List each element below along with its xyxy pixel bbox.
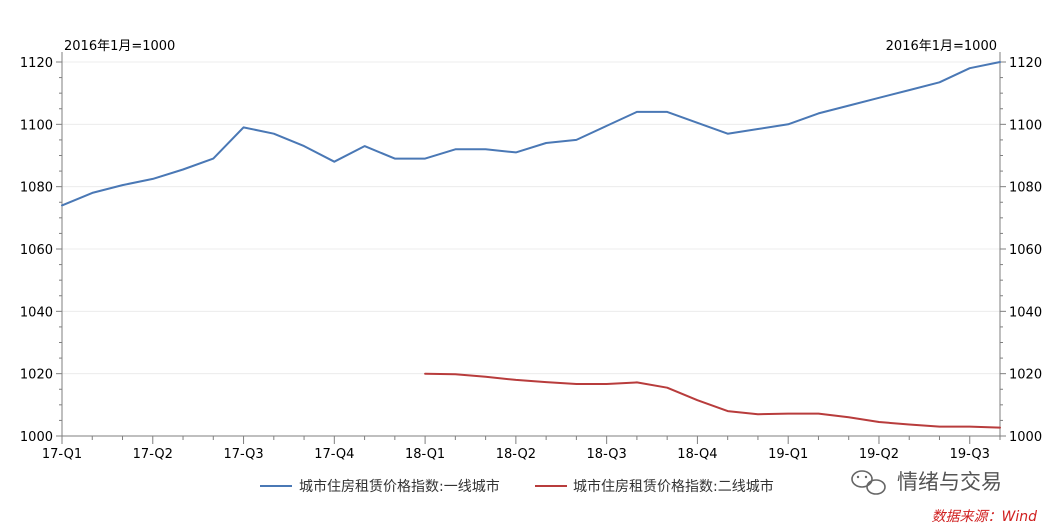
series-line-2	[424, 372, 1001, 429]
x-tick-label: 17-Q3	[223, 447, 263, 462]
y-tick-label-right: 1120	[1009, 56, 1042, 71]
y-tick-label-left: 1100	[20, 118, 53, 133]
y-tick-label-left: 1000	[20, 430, 53, 445]
y-tick-label-left: 1020	[20, 368, 53, 383]
legend-item-series-2: 城市住房租赁价格指数:二线城市	[535, 478, 774, 495]
gridlines	[62, 61, 1000, 375]
x-tick-label: 19-Q2	[859, 447, 899, 462]
x-tick-label: 18-Q3	[587, 447, 627, 462]
source-note: 数据来源：Wind	[932, 509, 1038, 525]
x-tick-label: 17-Q1	[42, 447, 82, 462]
wechat-icon	[851, 470, 886, 495]
axis-ticks: 1000 1000 1020 1020 1040 1040 1060 1060 1080 1080…	[20, 56, 1042, 462]
x-tick-label: 18-Q1	[405, 447, 445, 462]
x-tick-label: 19-Q3	[950, 447, 990, 462]
y-tick-label-right: 1060	[1009, 243, 1042, 258]
y-tick-label-left: 1120	[20, 56, 53, 71]
series-line-1	[61, 61, 1001, 207]
y-tick-label-right: 1080	[1009, 181, 1042, 196]
y-tick-label-left: 1060	[20, 243, 53, 258]
legend-label-series-2: 城市住房租赁价格指数:二线城市	[573, 478, 774, 495]
right-unit-label: 2016年1月=1000	[886, 39, 997, 54]
y-tick-label-right: 1020	[1009, 368, 1042, 383]
left-unit-label: 2016年1月=1000	[64, 39, 175, 54]
x-tick-label: 17-Q4	[314, 447, 354, 462]
x-tick-label: 18-Q4	[677, 447, 717, 462]
y-tick-label-left: 1080	[20, 181, 53, 196]
y-tick-label-left: 1040	[20, 305, 53, 320]
legend-label-series-1: 城市住房租赁价格指数:一线城市	[299, 478, 500, 495]
x-tick-label: 17-Q2	[133, 447, 173, 462]
watermark: 情绪与交易	[851, 470, 1002, 495]
x-tick-label: 19-Q1	[768, 447, 808, 462]
series-lines	[61, 61, 1001, 429]
legend-item-series-1: 城市住房租赁价格指数:一线城市	[260, 478, 500, 495]
y-tick-label-right: 1100	[1009, 118, 1042, 133]
legend: 城市住房租赁价格指数:一线城市 城市住房租赁价格指数:二线城市	[260, 478, 774, 495]
x-tick-label: 18-Q2	[496, 447, 536, 462]
y-tick-label-right: 1000	[1009, 430, 1042, 445]
y-tick-label-right: 1040	[1009, 305, 1042, 320]
axes	[61, 52, 1001, 437]
watermark-text: 情绪与交易	[897, 470, 1002, 494]
